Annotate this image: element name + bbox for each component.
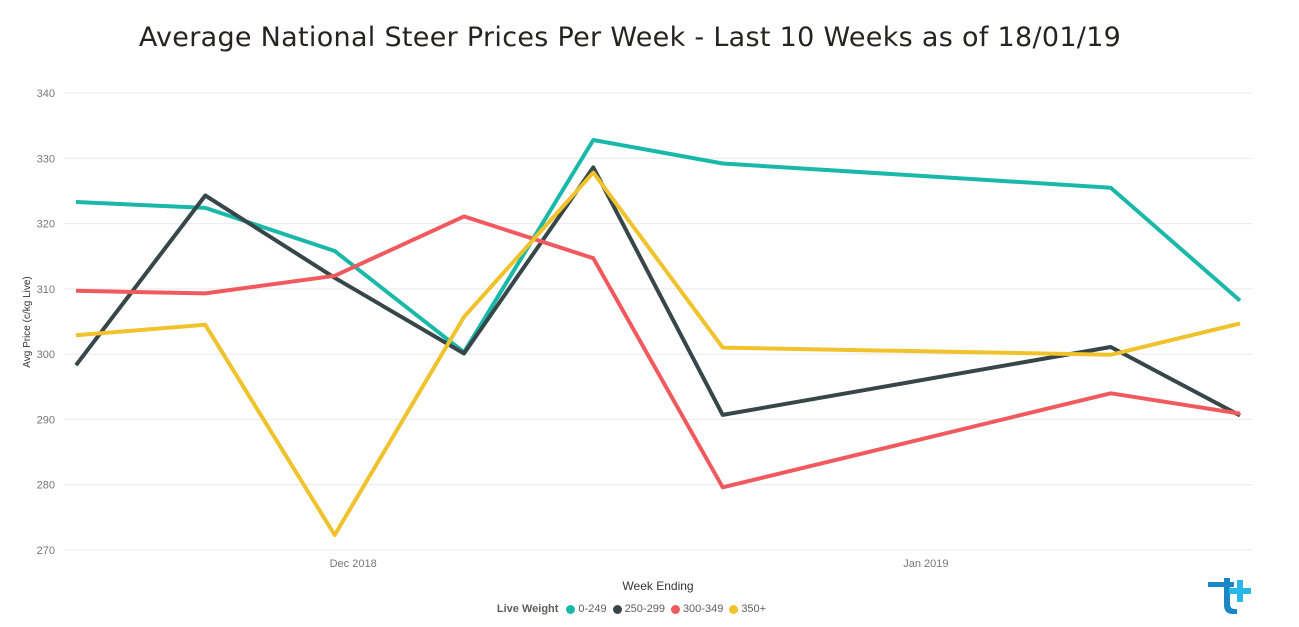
legend-item-350+[interactable]: 350+ bbox=[729, 603, 766, 615]
y-tick-label: 290 bbox=[37, 414, 55, 426]
legend-marker bbox=[566, 604, 576, 614]
legend-title: Live Weight bbox=[496, 603, 559, 615]
y-tick-label: 330 bbox=[37, 153, 55, 165]
legend-label: 350+ bbox=[741, 603, 767, 615]
chart-title: Average National Steer Prices Per Week -… bbox=[138, 22, 1122, 53]
y-axis-ticks: 270 280 290 300 310 320 330 340 bbox=[37, 88, 55, 557]
x-axis-label: Week Ending bbox=[622, 579, 693, 593]
y-axis-label: Avg Price (c/kg Live) bbox=[22, 276, 33, 368]
series-line-300-349[interactable] bbox=[75, 214, 1241, 490]
y-tick-label: 310 bbox=[37, 284, 55, 296]
y-tick-label: 320 bbox=[37, 219, 55, 231]
legend-label: 0-249 bbox=[578, 603, 607, 615]
series-line-250-299[interactable] bbox=[74, 165, 1241, 418]
x-tick-label: Dec 2018 bbox=[330, 558, 377, 570]
legend-item-300-349[interactable]: 300-349 bbox=[670, 603, 724, 615]
x-axis-ticks: Dec 2018 Jan 2019 bbox=[330, 558, 949, 570]
x-tick-label: Jan 2019 bbox=[903, 558, 948, 570]
legend: Live Weight 0-249 250-299 300-349 350+ bbox=[0, 603, 1299, 615]
series-line-350+[interactable] bbox=[75, 170, 1241, 537]
y-tick-label: 270 bbox=[37, 545, 55, 557]
legend-marker bbox=[612, 604, 622, 614]
y-tick-label: 300 bbox=[37, 349, 55, 361]
grid-lines bbox=[64, 92, 1252, 551]
legend-label: 250-299 bbox=[624, 603, 665, 615]
y-tick-label: 280 bbox=[37, 480, 55, 492]
series-line-0-249[interactable] bbox=[75, 138, 1242, 355]
series-lines bbox=[74, 138, 1242, 537]
tt-logo bbox=[1208, 578, 1251, 614]
legend-items: 0-249 250-299 300-349 350+ bbox=[566, 603, 772, 615]
legend-marker bbox=[729, 604, 739, 614]
y-tick-label: 340 bbox=[37, 88, 55, 100]
legend-item-250-299[interactable]: 250-299 bbox=[612, 603, 665, 615]
legend-item-0-249[interactable]: 0-249 bbox=[566, 603, 607, 615]
legend-label: 300-349 bbox=[682, 603, 724, 615]
legend-marker bbox=[670, 604, 680, 614]
